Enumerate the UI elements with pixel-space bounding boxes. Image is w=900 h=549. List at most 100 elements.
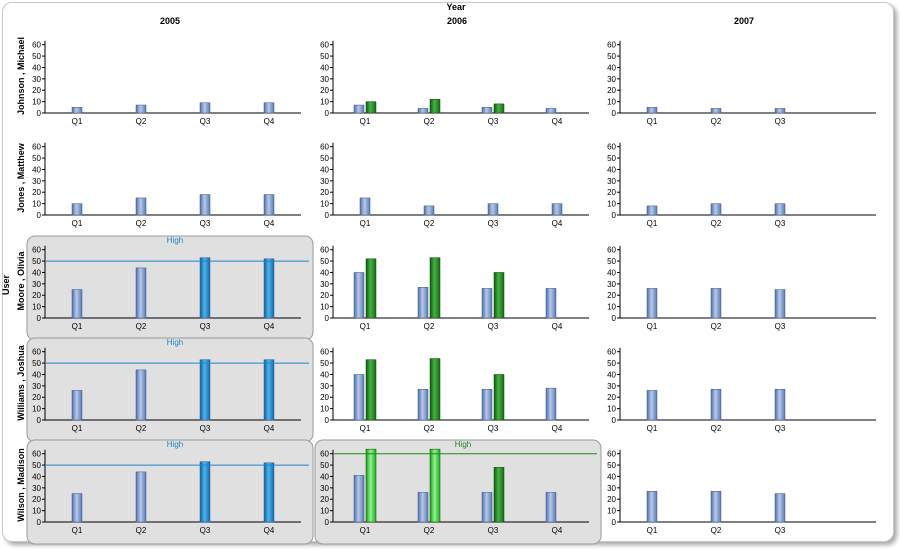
- bar-series-a: [263, 359, 275, 421]
- y-tick-label: 60: [32, 450, 41, 459]
- bar-series-a: [710, 288, 722, 319]
- bar-series-a: [774, 108, 786, 114]
- y-tick-label: 50: [320, 257, 329, 266]
- x-tick-label: Q3: [775, 219, 786, 228]
- y-tick-label: 20: [607, 495, 616, 504]
- x-tick-label: Q2: [711, 424, 722, 433]
- bar-series-a: [199, 194, 211, 216]
- x-tick-label: Q3: [775, 424, 786, 433]
- y-tick-label: 30: [320, 382, 329, 391]
- y-tick-label: 40: [32, 165, 41, 174]
- y-tick-label: 60: [320, 41, 329, 50]
- bar-series-b: [365, 448, 377, 523]
- y-tick-label: 40: [320, 63, 329, 72]
- panel: 0 10 20 30 40 50 60 Q1 Q2 Q3 Q4: [32, 40, 301, 126]
- y-tick-label: 40: [320, 268, 329, 277]
- x-tick-label: Q1: [72, 526, 83, 535]
- bar-series-b: [365, 101, 377, 114]
- x-tick-label: Q4: [552, 117, 563, 126]
- x-tick-label: Q1: [647, 117, 658, 126]
- bar-series-a: [710, 389, 722, 421]
- y-tick-label: 10: [320, 405, 329, 414]
- bar-series-b: [493, 374, 505, 421]
- y-tick-label: 50: [607, 257, 616, 266]
- threshold-label: High: [167, 236, 183, 245]
- bar-series-b: [365, 359, 377, 421]
- y-tick-label: 40: [32, 268, 41, 277]
- y-tick-label: 20: [32, 495, 41, 504]
- y-tick-label: 50: [320, 52, 329, 61]
- panel: 0 10 20 30 40 50 60 Q1 Q2 Q3 Q4: [32, 142, 301, 228]
- x-tick-label: Q2: [424, 424, 435, 433]
- bar-series-a: [199, 102, 211, 114]
- y-tick-label: 40: [320, 472, 329, 481]
- panel: 0 10 20 30 40 50 60 Q1 Q2 Q3: [607, 449, 876, 535]
- bar-series-a: [199, 257, 211, 319]
- y-tick-label: 10: [607, 405, 616, 414]
- y-tick-label: 30: [32, 382, 41, 391]
- x-tick-label: Q1: [360, 526, 371, 535]
- panel: 0 10 20 30 40 50 60 Q1 Q2 Q3 Q4 High: [314, 439, 602, 545]
- panel: 0 10 20 30 40 50 60 Q1 Q2 Q3 Q4 High: [26, 235, 314, 341]
- y-tick-label: 40: [32, 63, 41, 72]
- bar-series-a: [487, 203, 499, 216]
- bar-series-a: [71, 107, 83, 114]
- bar-series-a: [774, 493, 786, 523]
- bar-series-a: [481, 492, 493, 523]
- y-tick-label: 50: [32, 52, 41, 61]
- bar-series-b: [493, 272, 505, 319]
- y-tick-label: 20: [607, 86, 616, 95]
- bar-series-a: [199, 359, 211, 421]
- y-tick-label: 20: [320, 188, 329, 197]
- bar-series-b: [493, 467, 505, 523]
- x-tick-label: Q2: [136, 219, 147, 228]
- y-tick-label: 10: [32, 98, 41, 107]
- y-tick-label: 40: [32, 472, 41, 481]
- y-tick-label: 20: [320, 291, 329, 300]
- y-tick-label: 0: [612, 518, 617, 527]
- bar-series-a: [774, 389, 786, 421]
- y-tick-label: 60: [607, 450, 616, 459]
- y-tick-label: 0: [612, 109, 617, 118]
- y-tick-label: 10: [320, 507, 329, 516]
- user-label: Johnson , Michael: [16, 37, 26, 115]
- y-tick-label: 10: [320, 98, 329, 107]
- x-tick-label: Q1: [647, 526, 658, 535]
- y-tick-label: 40: [32, 370, 41, 379]
- bar-series-a: [545, 387, 557, 421]
- bar-series-a: [646, 491, 658, 523]
- y-tick-label: 30: [320, 75, 329, 84]
- x-tick-label: Q1: [360, 117, 371, 126]
- bar-series-b: [365, 258, 377, 319]
- y-tick-label: 30: [607, 382, 616, 391]
- y-tick-label: 40: [607, 165, 616, 174]
- bar-series-a: [353, 272, 365, 319]
- bar-series-a: [353, 475, 365, 523]
- bar-series-a: [135, 369, 147, 421]
- y-tick-label: 60: [607, 41, 616, 50]
- y-tick-label: 60: [320, 143, 329, 152]
- y-tick-label: 0: [325, 109, 330, 118]
- bar-series-a: [135, 267, 147, 319]
- y-tick-label: 60: [320, 348, 329, 357]
- bar-series-a: [417, 287, 429, 319]
- panel: 0 10 20 30 40 50 60 Q1 Q2 Q3 Q4: [320, 245, 589, 331]
- panel: 0 10 20 30 40 50 60 Q1 Q2 Q3 Q4: [320, 347, 589, 433]
- y-tick-label: 0: [325, 518, 330, 527]
- x-tick-label: Q3: [775, 526, 786, 535]
- bar-series-a: [199, 461, 211, 523]
- x-tick-label: Q1: [72, 424, 83, 433]
- y-tick-label: 30: [320, 280, 329, 289]
- x-tick-label: Q2: [424, 219, 435, 228]
- y-tick-label: 10: [32, 405, 41, 414]
- x-tick-label: Q1: [360, 424, 371, 433]
- y-tick-label: 20: [320, 393, 329, 402]
- column-axis-title: Year: [446, 2, 466, 12]
- bar-series-a: [545, 288, 557, 319]
- bar-series-a: [545, 108, 557, 114]
- y-tick-label: 30: [607, 75, 616, 84]
- bar-series-a: [263, 102, 275, 114]
- y-tick-label: 0: [612, 314, 617, 323]
- highlight-panel: [26, 439, 314, 545]
- y-tick-label: 50: [32, 461, 41, 470]
